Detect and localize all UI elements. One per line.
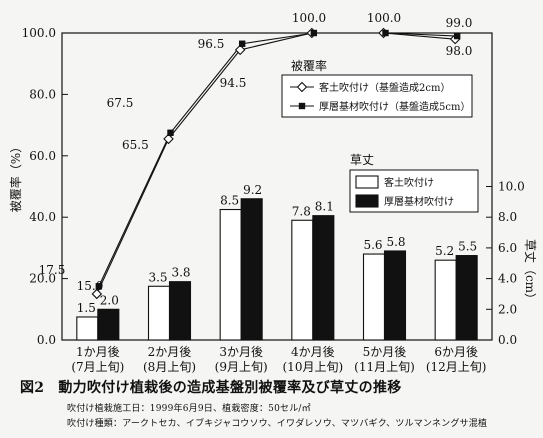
line-value-label: 100.0 bbox=[292, 11, 326, 25]
line-value-label: 65.5 bbox=[122, 138, 149, 152]
bar-value-label: 3.8 bbox=[171, 266, 190, 280]
line-legend-entry: 客土吹付け（基盤造成2cm） bbox=[319, 81, 450, 94]
x-axis-tick-sublabel: (12月上旬) bbox=[426, 360, 487, 374]
line-value-label: 99.0 bbox=[446, 16, 473, 30]
marker-diamond bbox=[234, 44, 246, 56]
left-axis-tick-label: 100.0 bbox=[22, 26, 56, 40]
bar-thick-base bbox=[455, 255, 478, 341]
note-species: 吹付け種類：アークトセカ、イブキジャコウソウ、イワダレソウ、マツバギク、ツルマン… bbox=[67, 419, 488, 429]
marker-diamond bbox=[163, 133, 174, 145]
bar-soil-spray bbox=[291, 219, 314, 341]
bar-soil-spray bbox=[362, 253, 386, 341]
left-axis-title: 被覆率（%） bbox=[8, 141, 23, 212]
bar-soil-spray bbox=[219, 208, 242, 341]
left-axis-tick-label: 80.0 bbox=[29, 87, 56, 101]
marker-square bbox=[238, 40, 246, 47]
left-axis-tick-label: 20.0 bbox=[29, 272, 56, 286]
legend-marker-diamond bbox=[296, 81, 308, 93]
line-value-label: 96.5 bbox=[198, 37, 225, 51]
marker-square bbox=[382, 29, 389, 37]
marker-square bbox=[310, 29, 318, 37]
legend-swatch-black bbox=[355, 194, 379, 208]
figure-title: 動力吹付け植栽後の造成基盤別被覆率及び草丈の推移 bbox=[58, 380, 402, 396]
bar-value-label: 9.2 bbox=[243, 183, 262, 197]
marker-diamond bbox=[91, 288, 103, 300]
right-axis-tick-label: 0.0 bbox=[498, 333, 517, 347]
x-axis-tick-label: 3か月後 bbox=[219, 345, 263, 359]
chart-svg: 0.0 20.0 40.0 60.0 80.0 100.0 0.0 2.0 4.0 6.0 8.0 1… bbox=[8, 11, 537, 374]
legend-marker-square bbox=[298, 102, 306, 110]
x-axis-tick-sublabel: (7月上旬) bbox=[71, 360, 124, 374]
bar-value-label: 1.5 bbox=[77, 301, 96, 315]
right-axis-tick-label: 2.0 bbox=[498, 302, 517, 316]
line-legend-entry: 厚層基材吹付け（基盤造成5cm） bbox=[319, 100, 470, 113]
left-axis-tick-label: 40.0 bbox=[29, 210, 56, 224]
right-axis-tick-label: 6.0 bbox=[498, 241, 517, 255]
bar-legend-entry: 客土吹付け bbox=[384, 176, 434, 189]
line-soil-spray bbox=[96, 32, 456, 295]
marker-square bbox=[95, 283, 103, 290]
bar-value-label: 5.5 bbox=[458, 240, 477, 254]
x-axis-tick-sublabel: (8月上旬) bbox=[143, 360, 196, 374]
bar-value-label: 8.1 bbox=[315, 200, 334, 214]
bar-thick-base bbox=[168, 281, 192, 341]
bar-value-label: 5.6 bbox=[363, 238, 382, 252]
right-axis-tick-label: 10.0 bbox=[498, 180, 525, 194]
note-planting-date: 吹付け植栽施工日：1999年6月9日、植栽密度：50セル/㎡ bbox=[67, 404, 311, 414]
x-axis-tick-sublabel: (11月上旬) bbox=[354, 360, 415, 374]
x-axis-tick-label: 6か月後 bbox=[434, 345, 478, 359]
bar-thick-base bbox=[240, 198, 263, 341]
line-value-label: 100.0 bbox=[367, 11, 401, 25]
bar-legend-title: 草丈 bbox=[350, 153, 374, 167]
line-value-label: 15.0 bbox=[77, 279, 104, 293]
bar-soil-spray bbox=[147, 285, 171, 341]
left-axis-tick-label: 60.0 bbox=[29, 149, 56, 163]
right-axis-title: 草丈（cm） bbox=[523, 239, 537, 305]
marker-square bbox=[167, 129, 174, 136]
left-axis-tick-label: 0.0 bbox=[37, 333, 56, 347]
line-value-label: 67.5 bbox=[107, 96, 134, 110]
legend-swatch-white bbox=[355, 175, 379, 189]
line-value-label: 94.5 bbox=[220, 76, 247, 90]
x-axis-tick-label: 1か月後 bbox=[76, 345, 120, 359]
x-axis-tick-label: 5か月後 bbox=[363, 345, 407, 359]
x-axis-tick-label: 4か月後 bbox=[291, 345, 335, 359]
bar-thick-base bbox=[97, 308, 120, 341]
line-value-label: 17.5 bbox=[39, 263, 66, 277]
bar-value-label: 5.2 bbox=[435, 244, 454, 258]
line-legend-box bbox=[281, 74, 473, 118]
bar-soil-spray bbox=[434, 259, 457, 341]
bar-value-label: 8.5 bbox=[220, 194, 239, 208]
bar-thick-base bbox=[383, 250, 407, 341]
figure-caption: 図2 動力吹付け植栽後の造成基盤別被覆率及び草丈の推移 bbox=[20, 377, 402, 397]
figure-number: 図2 bbox=[20, 380, 45, 396]
x-axis-tick-label: 2か月後 bbox=[148, 345, 192, 359]
right-axis-tick-label: 4.0 bbox=[498, 272, 517, 286]
bar-value-label: 5.8 bbox=[386, 235, 405, 249]
bar-legend-entry: 厚層基材吹付け bbox=[384, 195, 454, 208]
right-axis-tick-label: 8.0 bbox=[498, 210, 517, 224]
line-legend-title: 被覆率 bbox=[291, 58, 327, 73]
bar-value-label: 3.5 bbox=[148, 270, 167, 284]
x-axis-tick-sublabel: (10月上旬) bbox=[283, 360, 344, 374]
bar-value-label: 2.0 bbox=[100, 293, 119, 307]
bar-soil-spray bbox=[76, 316, 99, 341]
bar-thick-base bbox=[312, 215, 335, 341]
x-axis-tick-sublabel: (9月上旬) bbox=[215, 360, 268, 374]
marker-square bbox=[453, 32, 461, 40]
bar-value-label: 7.8 bbox=[292, 204, 311, 218]
line-value-label: 98.0 bbox=[446, 44, 473, 58]
line-thick-base bbox=[98, 32, 458, 287]
